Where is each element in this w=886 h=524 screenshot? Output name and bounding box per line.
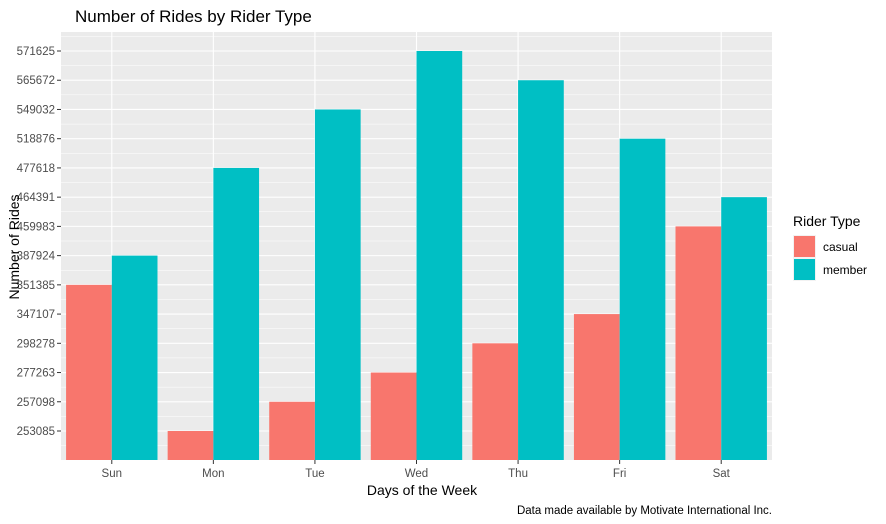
bar-casual-fri	[573, 314, 620, 460]
legend-swatch-casual	[794, 236, 815, 257]
bar-member-thu	[518, 80, 564, 460]
y-tick-label: 464391	[17, 192, 55, 204]
y-tick-label: 477618	[17, 163, 55, 175]
bar-member-wed	[416, 51, 463, 460]
x-tick-label: Mon	[202, 468, 224, 480]
x-axis-title: Days of the Week	[367, 482, 478, 498]
y-tick-label: 351385	[17, 280, 55, 292]
bar-casual-wed	[370, 372, 417, 460]
x-tick-label: Tue	[305, 468, 324, 480]
chart-title: Number of Rides by Rider Type	[75, 7, 312, 26]
legend-label-casual: casual	[823, 240, 858, 254]
bar-member-tue	[314, 109, 361, 460]
y-tick-label: 347107	[17, 309, 55, 321]
legend-swatch-member	[794, 259, 815, 280]
y-tick-label: 277263	[17, 368, 55, 380]
y-axis-title: Number of Rides	[6, 194, 22, 299]
legend-title: Rider Type	[793, 213, 861, 229]
bar-casual-sat	[675, 226, 722, 460]
y-tick-label: 571625	[17, 46, 55, 58]
y-tick-label: 565672	[17, 75, 55, 87]
legend: Rider Type casual member	[793, 213, 867, 281]
bar-member-sat	[721, 197, 767, 460]
y-tick-label: 459983	[17, 221, 55, 233]
bars	[66, 51, 767, 460]
y-tick-label: 257098	[17, 397, 55, 409]
x-tick-label: Sun	[102, 468, 122, 480]
bar-casual-thu	[472, 343, 519, 460]
legend-label-member: member	[823, 263, 867, 277]
x-tick-label: Thu	[508, 468, 528, 480]
y-tick-label: 253085	[17, 426, 55, 438]
x-axis-ticks: Sun Mon Tue Wed Thu Fri Sat	[102, 460, 731, 480]
y-tick-label: 518876	[17, 134, 55, 146]
caption: Data made available by Motivate Internat…	[517, 505, 772, 517]
x-tick-label: Wed	[405, 468, 428, 480]
bar-member-mon	[213, 167, 260, 460]
bar-member-sun	[111, 255, 158, 460]
y-axis-ticks: 253085 257098 277263 298278 347107 351385 3879…	[17, 46, 61, 438]
x-tick-label: Sat	[713, 468, 731, 480]
bar-casual-mon	[167, 431, 214, 460]
y-tick-label: 298278	[17, 338, 55, 350]
y-tick-label: 387924	[17, 251, 56, 263]
bar-casual-tue	[269, 401, 315, 460]
y-tick-label: 549032	[17, 104, 55, 116]
bar-member-fri	[619, 138, 666, 460]
bar-casual-sun	[66, 284, 112, 460]
x-tick-label: Fri	[613, 468, 626, 480]
